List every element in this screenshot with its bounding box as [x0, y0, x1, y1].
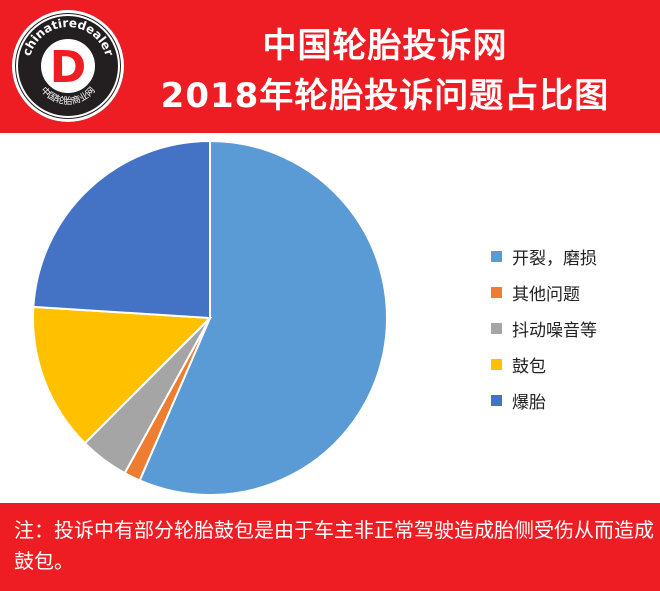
legend-item: 开裂，磨损: [491, 238, 597, 274]
legend-label: 爆胎: [512, 392, 546, 413]
footer-banner: 注：投诉中有部分轮胎鼓包是由于车主非正常驾驶造成胎侧受伤从而造成鼓包。: [0, 503, 660, 591]
header-banner: chinatiredealer D 中国轮胎商业网 中国轮胎投诉网 2018年轮…: [0, 0, 660, 133]
logo-letter: D: [50, 42, 87, 93]
footnote: 注：投诉中有部分轮胎鼓包是由于车主非正常驾驶造成胎侧受伤从而造成鼓包。: [14, 518, 654, 573]
legend-swatch: [491, 394, 502, 406]
legend-label: 开裂，磨损: [512, 248, 597, 269]
legend-label: 其他问题: [512, 284, 580, 305]
chart-title-line-2: 2018年轮胎投诉问题占比图: [160, 76, 610, 116]
legend-label: 抖动噪音等: [512, 320, 597, 341]
chart-legend: 开裂，磨损其他问题抖动噪音等鼓包爆胎: [491, 238, 597, 418]
pie-slice-3: [32, 305, 213, 445]
legend-item: 鼓包: [491, 346, 597, 382]
legend-swatch: [491, 322, 502, 334]
pie-slice-4: [32, 139, 211, 320]
legend-label: 鼓包: [512, 356, 546, 377]
legend-swatch: [491, 250, 502, 262]
chart-title-line-1: 中国轮胎投诉网: [262, 26, 508, 66]
legend-swatch: [491, 286, 502, 298]
chinatiredealer-logo: chinatiredealer D 中国轮胎商业网: [12, 10, 124, 122]
logo-graphic: chinatiredealer D 中国轮胎商业网: [16, 14, 120, 118]
legend-swatch: [491, 358, 502, 370]
chart-area: [0, 133, 660, 503]
legend-item: 其他问题: [491, 274, 597, 310]
legend-item: 爆胎: [491, 382, 597, 418]
pie-chart: [32, 139, 388, 496]
pie-slice-0: [138, 139, 388, 496]
legend-item: 抖动噪音等: [491, 310, 597, 346]
